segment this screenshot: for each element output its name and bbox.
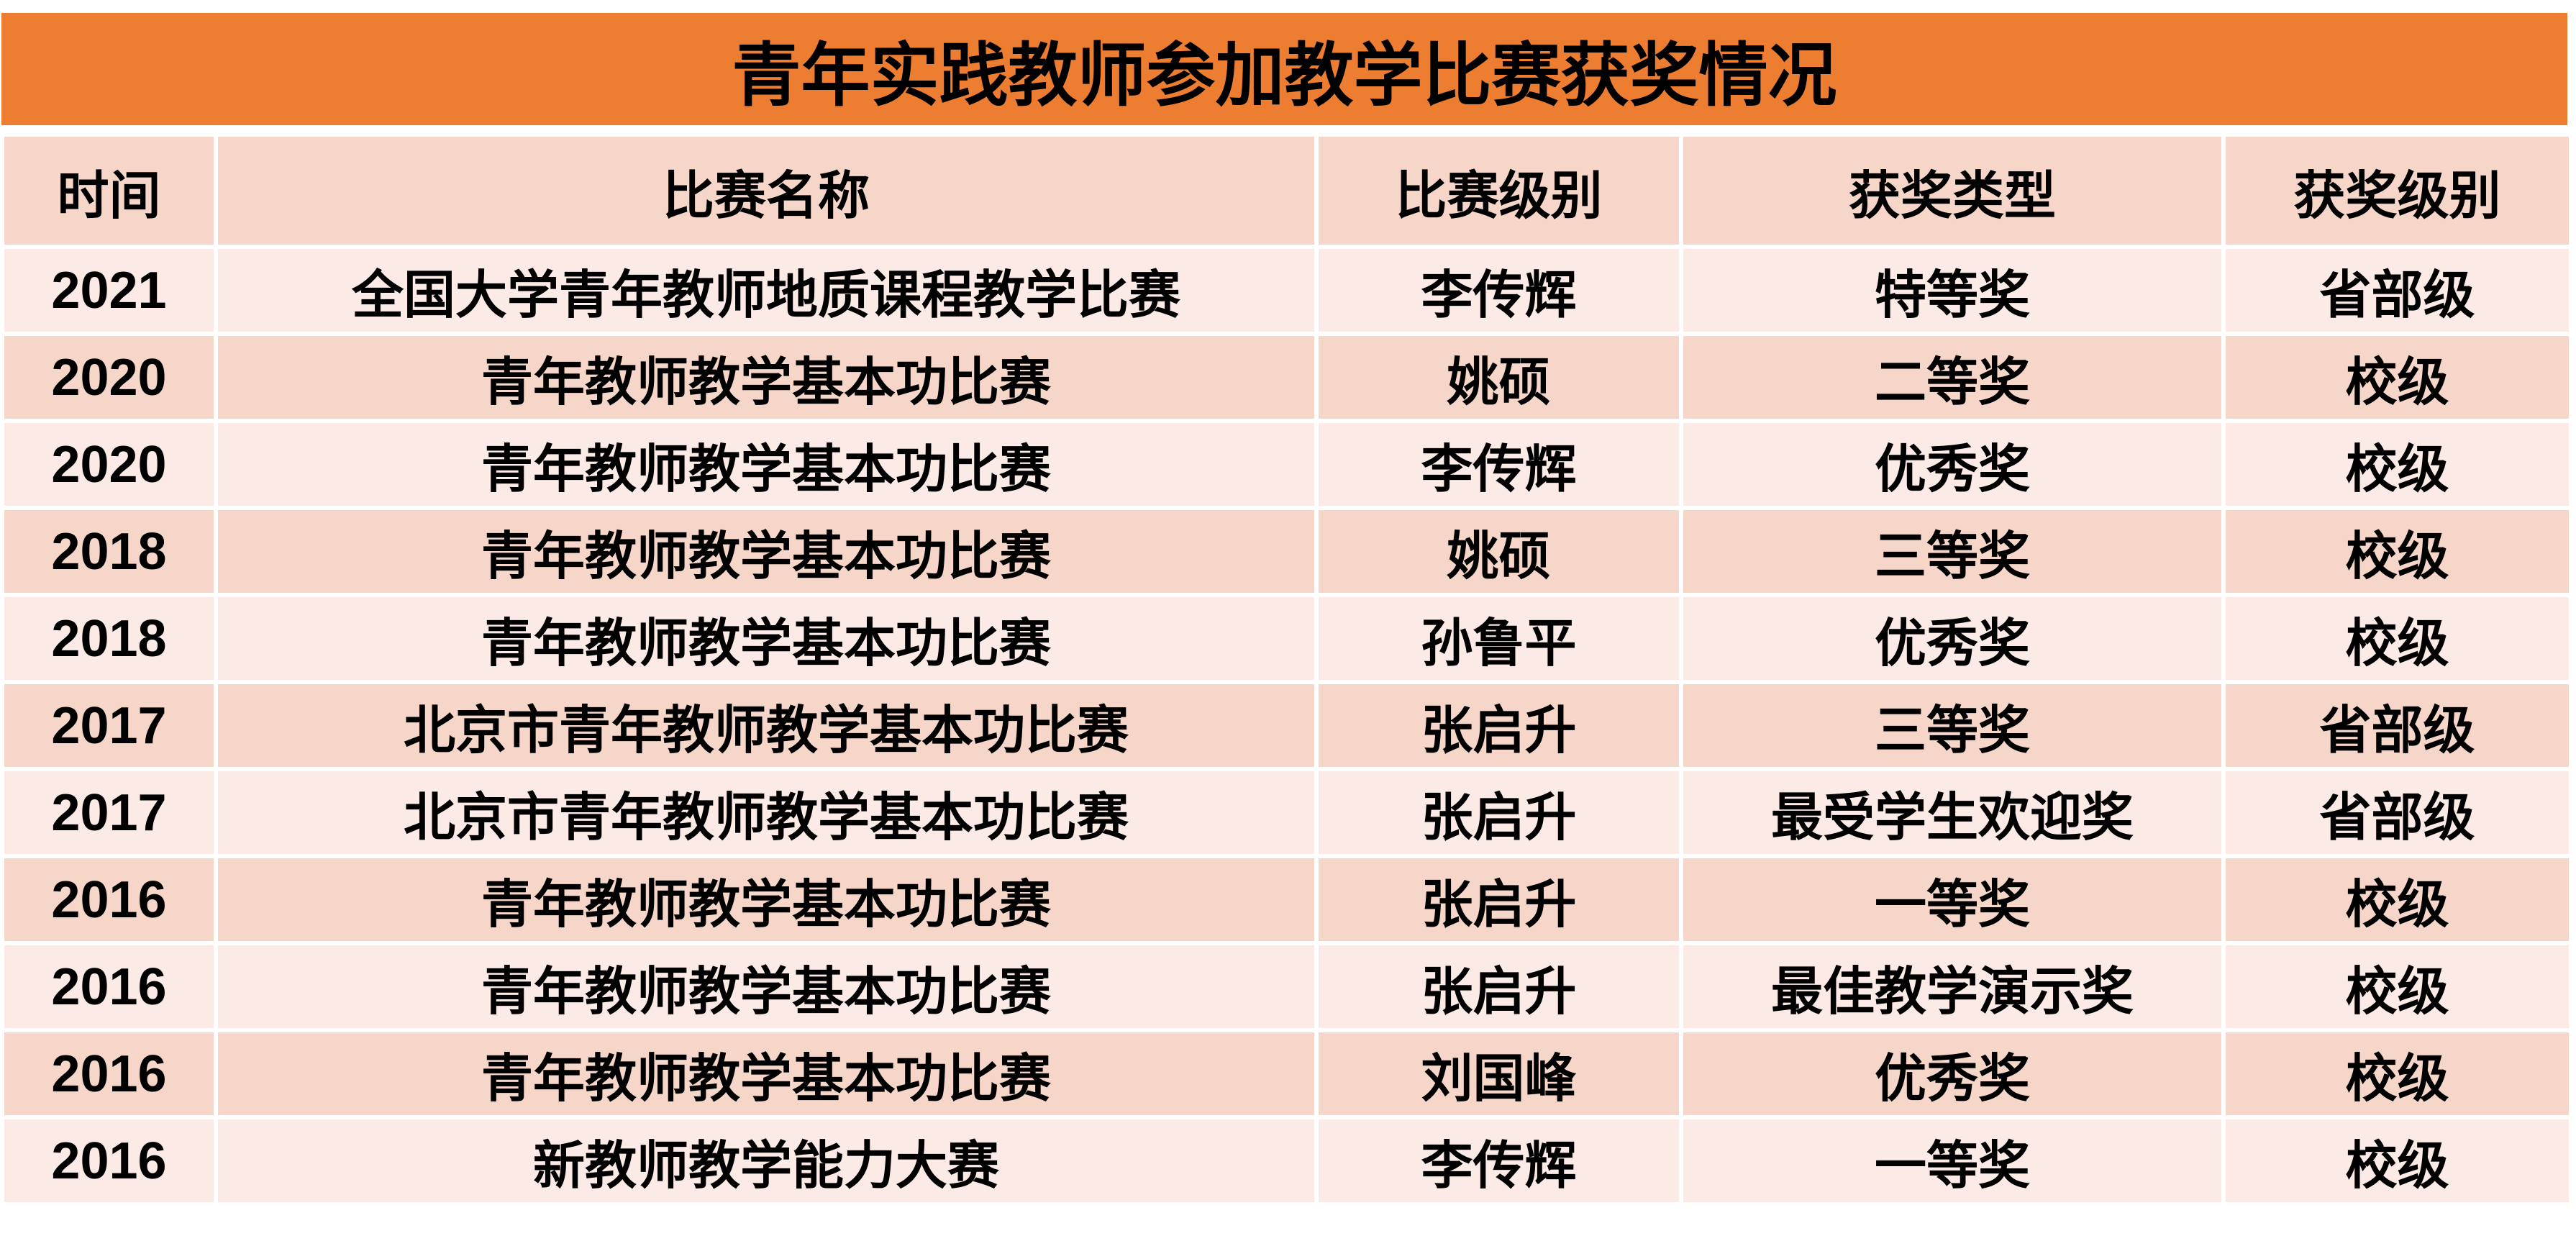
cell-competition-name: 全国大学青年教师地质课程教学比赛 bbox=[218, 249, 1314, 332]
table-row: 2018 青年教师教学基本功比赛 姚硕 三等奖 校级 bbox=[4, 510, 2569, 593]
table-row: 2017 北京市青年教师教学基本功比赛 张启升 最受学生欢迎奖 省部级 bbox=[4, 771, 2569, 854]
table-row: 2016 新教师教学能力大赛 李传辉 一等奖 校级 bbox=[4, 1119, 2569, 1202]
cell-award-level: 校级 bbox=[2226, 858, 2569, 941]
cell-award-level: 校级 bbox=[2226, 1032, 2569, 1115]
cell-competition-name: 青年教师教学基本功比赛 bbox=[218, 597, 1314, 680]
cell-competition-level: 张启升 bbox=[1319, 771, 1679, 854]
cell-competition-level: 姚硕 bbox=[1319, 336, 1679, 419]
cell-award-level: 校级 bbox=[2226, 1119, 2569, 1202]
header-award-type: 获奖类型 bbox=[1683, 137, 2221, 245]
cell-award-level: 省部级 bbox=[2226, 249, 2569, 332]
cell-time: 2017 bbox=[4, 684, 214, 767]
table-title: 青年实践教师参加教学比赛获奖情况 bbox=[1, 13, 2567, 125]
header-time: 时间 bbox=[4, 137, 214, 245]
cell-competition-level: 张启升 bbox=[1319, 945, 1679, 1028]
cell-competition-name: 青年教师教学基本功比赛 bbox=[218, 423, 1314, 506]
cell-time: 2018 bbox=[4, 510, 214, 593]
cell-award-type: 最受学生欢迎奖 bbox=[1683, 771, 2221, 854]
header-row: 时间 比赛名称 比赛级别 获奖类型 获奖级别 bbox=[4, 137, 2569, 245]
cell-competition-name: 青年教师教学基本功比赛 bbox=[218, 1032, 1314, 1115]
cell-competition-name: 青年教师教学基本功比赛 bbox=[218, 945, 1314, 1028]
cell-competition-name: 北京市青年教师教学基本功比赛 bbox=[218, 684, 1314, 767]
cell-time: 2016 bbox=[4, 858, 214, 941]
cell-award-level: 校级 bbox=[2226, 423, 2569, 506]
cell-competition-name: 青年教师教学基本功比赛 bbox=[218, 858, 1314, 941]
cell-award-type: 一等奖 bbox=[1683, 1119, 2221, 1202]
cell-competition-name: 青年教师教学基本功比赛 bbox=[218, 336, 1314, 419]
table-row: 2018 青年教师教学基本功比赛 孙鲁平 优秀奖 校级 bbox=[4, 597, 2569, 680]
cell-time: 2017 bbox=[4, 771, 214, 854]
cell-award-type: 特等奖 bbox=[1683, 249, 2221, 332]
cell-time: 2016 bbox=[4, 1032, 214, 1115]
cell-time: 2021 bbox=[4, 249, 214, 332]
cell-award-type: 一等奖 bbox=[1683, 858, 2221, 941]
header-competition-name: 比赛名称 bbox=[218, 137, 1314, 245]
table-row: 2020 青年教师教学基本功比赛 李传辉 优秀奖 校级 bbox=[4, 423, 2569, 506]
cell-award-level: 校级 bbox=[2226, 597, 2569, 680]
cell-award-level: 校级 bbox=[2226, 336, 2569, 419]
cell-competition-name: 青年教师教学基本功比赛 bbox=[218, 510, 1314, 593]
cell-award-type: 优秀奖 bbox=[1683, 597, 2221, 680]
cell-award-level: 校级 bbox=[2226, 945, 2569, 1028]
header-competition-level: 比赛级别 bbox=[1319, 137, 1679, 245]
table-row: 2016 青年教师教学基本功比赛 张启升 最佳教学演示奖 校级 bbox=[4, 945, 2569, 1028]
cell-competition-name: 北京市青年教师教学基本功比赛 bbox=[218, 771, 1314, 854]
cell-award-level: 校级 bbox=[2226, 510, 2569, 593]
cell-time: 2020 bbox=[4, 336, 214, 419]
cell-time: 2016 bbox=[4, 1119, 214, 1202]
cell-award-type: 最佳教学演示奖 bbox=[1683, 945, 2221, 1028]
table-row: 2021 全国大学青年教师地质课程教学比赛 李传辉 特等奖 省部级 bbox=[4, 249, 2569, 332]
cell-competition-level: 李传辉 bbox=[1319, 423, 1679, 506]
cell-time: 2018 bbox=[4, 597, 214, 680]
table-row: 2017 北京市青年教师教学基本功比赛 张启升 三等奖 省部级 bbox=[4, 684, 2569, 767]
cell-award-type: 优秀奖 bbox=[1683, 1032, 2221, 1115]
cell-competition-name: 新教师教学能力大赛 bbox=[218, 1119, 1314, 1202]
cell-competition-level: 李传辉 bbox=[1319, 249, 1679, 332]
cell-award-type: 优秀奖 bbox=[1683, 423, 2221, 506]
cell-time: 2016 bbox=[4, 945, 214, 1028]
cell-competition-level: 刘国峰 bbox=[1319, 1032, 1679, 1115]
cell-award-type: 三等奖 bbox=[1683, 684, 2221, 767]
cell-award-type: 三等奖 bbox=[1683, 510, 2221, 593]
cell-competition-level: 孙鲁平 bbox=[1319, 597, 1679, 680]
table-row: 2016 青年教师教学基本功比赛 刘国峰 优秀奖 校级 bbox=[4, 1032, 2569, 1115]
table-row: 2020 青年教师教学基本功比赛 姚硕 二等奖 校级 bbox=[4, 336, 2569, 419]
cell-competition-level: 张启升 bbox=[1319, 858, 1679, 941]
cell-competition-level: 姚硕 bbox=[1319, 510, 1679, 593]
header-award-level: 获奖级别 bbox=[2226, 137, 2569, 245]
cell-competition-level: 李传辉 bbox=[1319, 1119, 1679, 1202]
cell-award-type: 二等奖 bbox=[1683, 336, 2221, 419]
awards-table: 时间 比赛名称 比赛级别 获奖类型 获奖级别 2021 全国大学青年教师地质课程教… bbox=[0, 132, 2573, 1207]
cell-award-level: 省部级 bbox=[2226, 684, 2569, 767]
cell-award-level: 省部级 bbox=[2226, 771, 2569, 854]
cell-time: 2020 bbox=[4, 423, 214, 506]
table-row: 2016 青年教师教学基本功比赛 张启升 一等奖 校级 bbox=[4, 858, 2569, 941]
cell-competition-level: 张启升 bbox=[1319, 684, 1679, 767]
